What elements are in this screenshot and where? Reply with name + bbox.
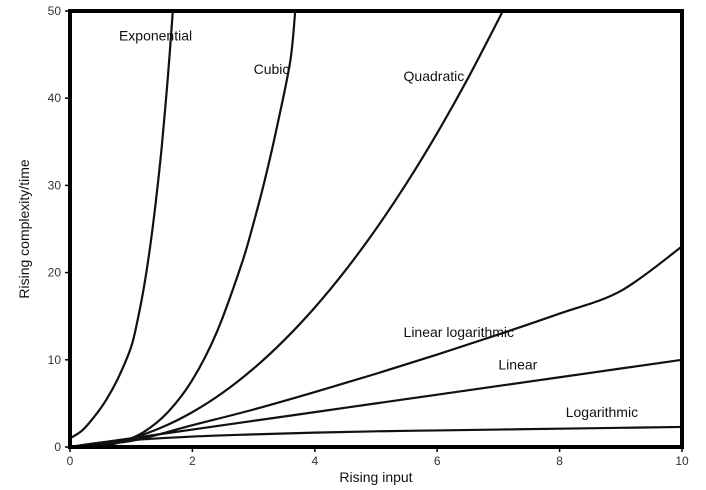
y-axis-ticks: 0 10 20 30 40 50 xyxy=(48,4,70,454)
curve-label-logarithmic: Logarithmic xyxy=(566,404,638,420)
series-lines xyxy=(70,11,682,447)
y-tick-label: 10 xyxy=(48,353,62,367)
x-axis-ticks: 0 2 4 6 8 10 xyxy=(67,447,689,468)
curve-label-cubic: Cubic xyxy=(254,61,290,77)
y-tick-label: 30 xyxy=(48,178,62,192)
x-tick-label: 10 xyxy=(675,454,689,468)
x-tick-label: 6 xyxy=(434,454,441,468)
series-line-quadratic xyxy=(70,11,504,447)
series-line-exponential xyxy=(70,11,174,440)
curve-label-linear: Linear xyxy=(498,356,537,372)
curve-labels: Exponential Cubic Quadratic Linear logarith… xyxy=(119,28,638,420)
y-tick-label: 20 xyxy=(48,266,62,280)
x-tick-label: 4 xyxy=(311,454,318,468)
curve-label-exponential: Exponential xyxy=(119,28,192,44)
y-tick-label: 40 xyxy=(48,91,62,105)
plot-frame xyxy=(68,9,684,449)
y-axis-title: Rising complexity/time xyxy=(16,159,32,298)
x-axis-title: Rising input xyxy=(339,469,412,485)
curve-label-linear-logarithmic: Linear logarithmic xyxy=(404,324,515,340)
y-tick-label: 50 xyxy=(48,4,62,18)
series-line-linear xyxy=(70,358,682,447)
series-line-logarithmic xyxy=(70,425,682,447)
x-tick-label: 8 xyxy=(556,454,563,468)
y-tick-label: 0 xyxy=(54,440,61,454)
x-tick-label: 0 xyxy=(67,454,74,468)
x-tick-label: 2 xyxy=(189,454,196,468)
curve-label-quadratic: Quadratic xyxy=(404,68,465,84)
series-line-linear-logarithmic xyxy=(70,245,682,447)
